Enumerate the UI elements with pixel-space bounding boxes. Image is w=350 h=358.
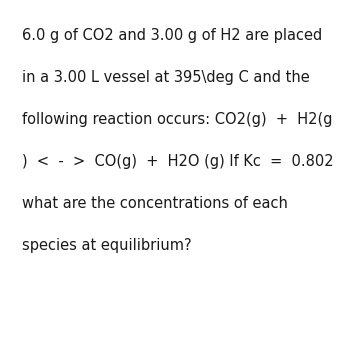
Text: in a 3.00 L vessel at 395\deg C and the: in a 3.00 L vessel at 395\deg C and the: [22, 70, 310, 85]
Text: 6.0 g of CO2 and 3.00 g of H2 are placed: 6.0 g of CO2 and 3.00 g of H2 are placed: [22, 28, 322, 43]
Text: following reaction occurs: CO2(g)  +  H2(g: following reaction occurs: CO2(g) + H2(g: [22, 112, 332, 127]
Text: )  <  -  >  CO(g)  +  H2O (g) If Kc  =  0.802: ) < - > CO(g) + H2O (g) If Kc = 0.802: [22, 154, 334, 169]
Text: what are the concentrations of each: what are the concentrations of each: [22, 196, 288, 211]
Text: species at equilibrium?: species at equilibrium?: [22, 238, 192, 253]
